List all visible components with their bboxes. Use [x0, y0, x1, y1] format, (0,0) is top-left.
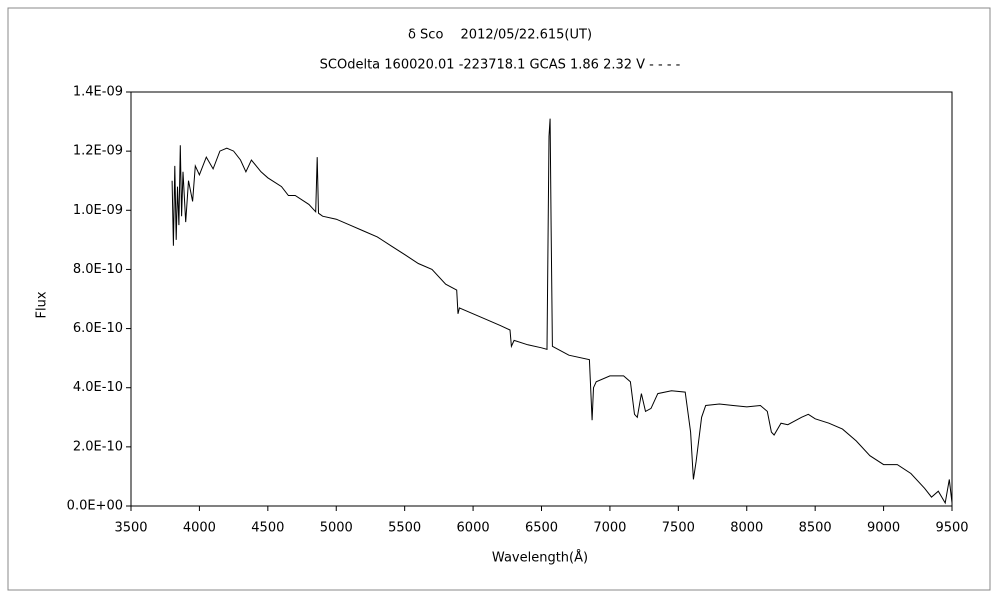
y-tick-label: 2.0E-10: [73, 439, 123, 454]
y-tick-label: 6.0E-10: [73, 321, 123, 336]
x-tick-label: 5500: [388, 521, 421, 536]
y-tick-label: 8.0E-10: [73, 262, 123, 277]
chart-title: δ Sco 2012/05/22.615(UT): [408, 28, 592, 43]
x-tick-label: 4000: [183, 521, 216, 536]
spectrum-line: [171, 118, 953, 505]
x-tick-label: 7000: [593, 521, 626, 536]
y-tick-label: 1.2E-09: [73, 144, 123, 159]
x-tick-label: 3500: [114, 521, 147, 536]
x-tick-label: 4500: [251, 521, 284, 536]
x-axis-label: Wavelength(Å): [492, 550, 588, 566]
y-axis-label: Flux: [35, 291, 50, 318]
y-tick-label: 4.0E-10: [73, 380, 123, 395]
x-tick-label: 9500: [935, 521, 968, 536]
y-tick-label: 1.4E-09: [73, 85, 123, 100]
x-tick-label: 6000: [457, 521, 490, 536]
chart-subtitle: SCOdelta 160020.01 -223718.1 GCAS 1.86 2…: [320, 58, 681, 73]
y-tick-label: 1.0E-09: [73, 203, 123, 218]
x-tick-label: 9000: [867, 521, 900, 536]
x-tick-label: 5000: [320, 521, 353, 536]
x-tick-label: 6500: [525, 521, 558, 536]
y-tick-label: 0.0E+00: [67, 499, 123, 514]
chart-frame: [7, 7, 991, 591]
x-tick-label: 8500: [799, 521, 832, 536]
x-tick-label: 7500: [662, 521, 695, 536]
x-tick-label: 8000: [730, 521, 763, 536]
